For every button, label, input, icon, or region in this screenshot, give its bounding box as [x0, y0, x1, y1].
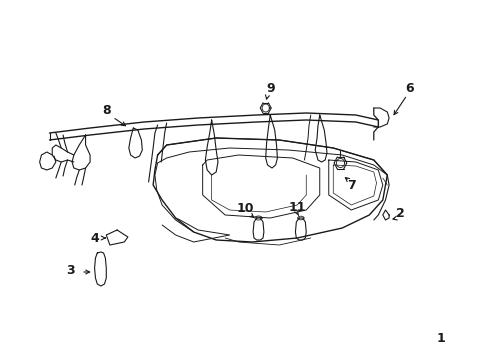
- Text: 7: 7: [346, 179, 355, 192]
- Text: 1: 1: [436, 332, 445, 345]
- Text: 4: 4: [90, 231, 99, 244]
- Text: 2: 2: [396, 207, 405, 220]
- Text: 6: 6: [405, 81, 413, 95]
- Text: 10: 10: [236, 202, 253, 215]
- Text: 9: 9: [265, 81, 274, 95]
- Text: 5: 5: [487, 176, 488, 189]
- Text: 8: 8: [102, 104, 110, 117]
- Text: 11: 11: [288, 201, 305, 213]
- Text: 3: 3: [66, 264, 74, 276]
